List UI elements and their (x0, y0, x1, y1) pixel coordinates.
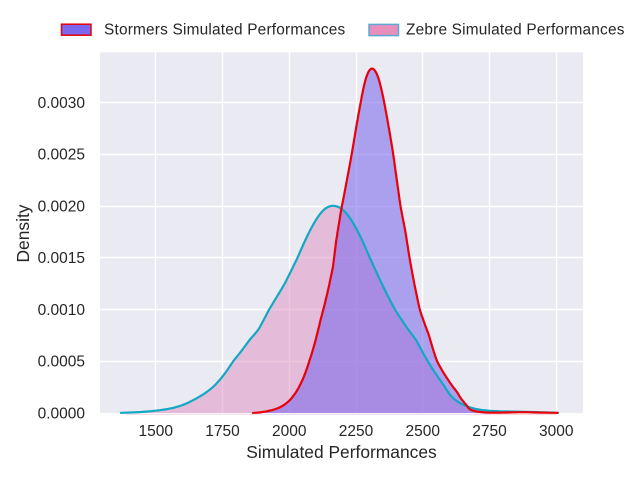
svg-text:1500: 1500 (139, 423, 174, 440)
svg-text:2250: 2250 (339, 423, 374, 440)
svg-text:0.0020: 0.0020 (38, 198, 86, 215)
svg-text:3000: 3000 (539, 423, 574, 440)
svg-text:2750: 2750 (472, 423, 507, 440)
svg-text:0.0030: 0.0030 (38, 95, 86, 112)
svg-text:Simulated Performances: Simulated Performances (246, 442, 437, 462)
svg-text:0.0010: 0.0010 (38, 302, 86, 319)
svg-text:2000: 2000 (272, 423, 307, 440)
svg-text:Stormers Simulated Performance: Stormers Simulated Performances (104, 22, 346, 39)
svg-text:Density: Density (13, 204, 33, 262)
svg-text:Zebre Simulated Performances: Zebre Simulated Performances (406, 22, 625, 39)
svg-text:0.0025: 0.0025 (38, 147, 85, 164)
svg-text:0.0005: 0.0005 (38, 354, 85, 371)
svg-text:0.0015: 0.0015 (38, 250, 85, 267)
svg-text:1750: 1750 (205, 423, 240, 440)
svg-text:2500: 2500 (405, 423, 440, 440)
svg-text:0.0000: 0.0000 (38, 405, 86, 422)
